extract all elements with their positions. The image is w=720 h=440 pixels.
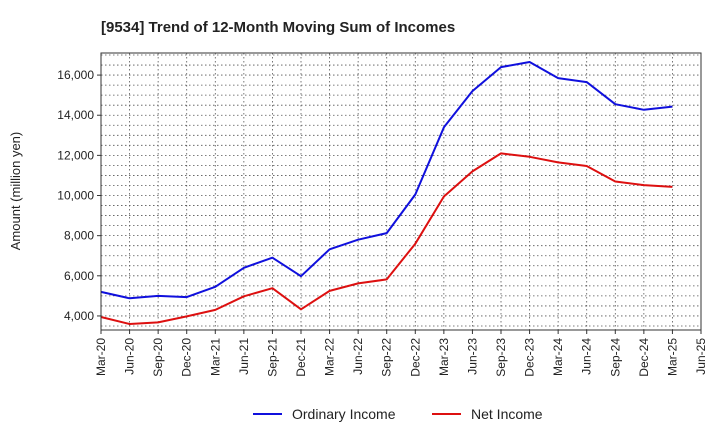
grid-lines xyxy=(101,53,701,330)
x-tick-label: Sep-20 xyxy=(151,338,165,377)
series-lines xyxy=(100,61,673,325)
x-tick-label: Mar-20 xyxy=(94,338,108,376)
x-tick-label: Mar-23 xyxy=(437,338,451,376)
x-tick-label: Dec-23 xyxy=(523,338,537,377)
y-tick-label: 4,000 xyxy=(64,309,94,323)
x-tick-label: Sep-22 xyxy=(380,338,394,377)
x-tick-label: Sep-24 xyxy=(608,338,622,377)
x-tick-label: Mar-24 xyxy=(551,338,565,376)
x-tick-label: Jun-22 xyxy=(351,338,365,375)
x-tick-label: Dec-21 xyxy=(294,338,308,377)
series-line-ordinary-income xyxy=(100,61,673,300)
series-line-net-income xyxy=(100,152,673,325)
chart-title: [9534] Trend of 12-Month Moving Sum of I… xyxy=(101,19,455,36)
y-tick-label: 12,000 xyxy=(57,148,94,162)
x-tick-label: Dec-24 xyxy=(637,338,651,377)
x-tick-label: Jun-25 xyxy=(694,338,708,375)
x-tick-label: Mar-25 xyxy=(665,338,679,376)
x-tick-label: Jun-20 xyxy=(123,338,137,375)
x-tick-label: Mar-22 xyxy=(323,338,337,376)
y-tick-label: 8,000 xyxy=(64,229,94,243)
y-tick-label: 14,000 xyxy=(57,108,94,122)
y-tick-label: 10,000 xyxy=(57,189,94,203)
x-tick-label: Sep-21 xyxy=(265,338,279,377)
legend-label: Net Income xyxy=(471,406,543,422)
x-tick-label: Dec-20 xyxy=(180,338,194,377)
y-tick-label: 6,000 xyxy=(64,269,94,283)
x-tick-label: Jun-23 xyxy=(465,338,479,375)
x-tick-label: Dec-22 xyxy=(408,338,422,377)
legend-label: Ordinary Income xyxy=(292,406,396,422)
plot-frame xyxy=(100,52,702,331)
y-axis-label: Amount (million yen) xyxy=(8,132,23,251)
legend: Ordinary Income Net Income xyxy=(253,406,543,422)
axis-ticks: Mar-20 Jun-20 Sep-20 Dec-20 Mar-21 Jun-21 Sep-… xyxy=(57,68,708,377)
x-tick-label: Mar-21 xyxy=(208,338,222,376)
x-tick-label: Sep-23 xyxy=(494,338,508,377)
x-tick-label: Jun-24 xyxy=(580,338,594,375)
y-tick-label: 16,000 xyxy=(57,68,94,82)
x-tick-label: Jun-21 xyxy=(237,338,251,375)
